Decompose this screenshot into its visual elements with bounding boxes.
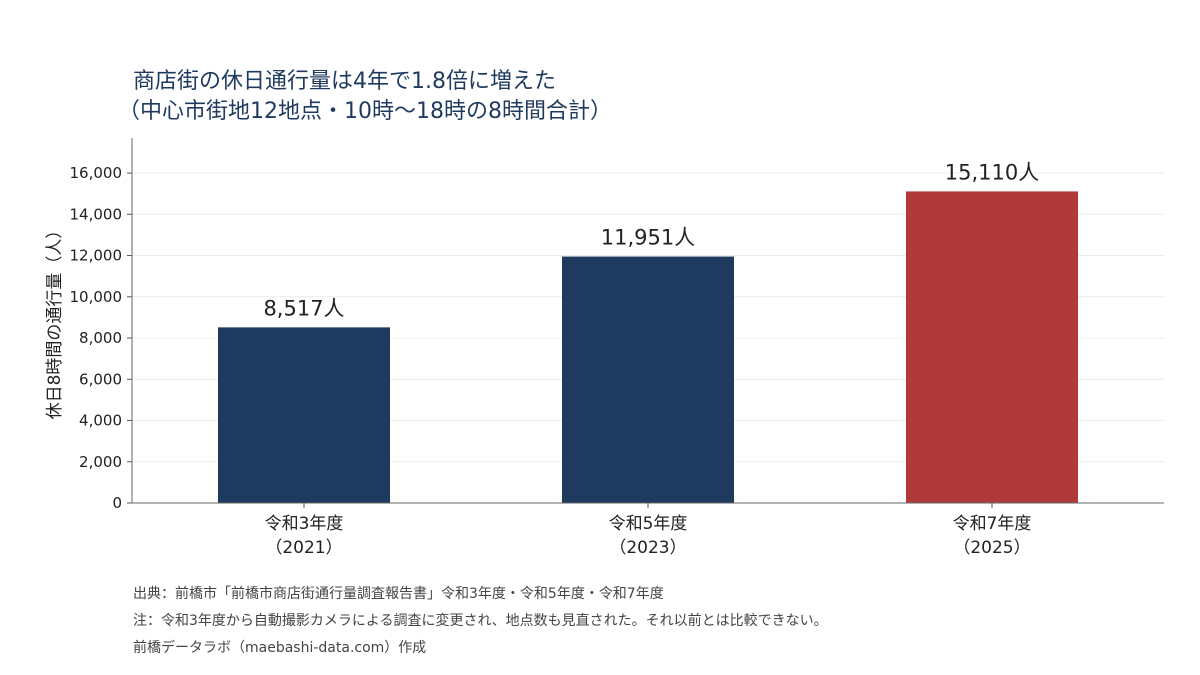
chart-title-line-2: （中心市街地12地点・10時〜18時の8時間合計） [118, 99, 612, 124]
x-tick-label-year: （2023） [609, 538, 686, 558]
x-tick-label-year: （2025） [953, 538, 1030, 558]
bar [562, 256, 734, 503]
bar-value-label: 11,951人 [601, 226, 695, 250]
x-tick-label: 令和5年度 [609, 514, 688, 534]
y-axis-label: 休日8時間の通行量（人） [45, 222, 65, 420]
y-tick-label: 6,000 [79, 370, 122, 388]
y-tick-label: 4,000 [79, 412, 122, 430]
y-tick-label: 10,000 [70, 288, 123, 306]
y-tick-label: 0 [112, 494, 122, 512]
bar-value-label: 15,110人 [945, 160, 1039, 184]
y-tick-label: 2,000 [79, 453, 122, 471]
source-note: 出典：前橋市「前橋市商店街通行量調査報告書」令和3年度・令和5年度・令和7年度 [133, 586, 664, 602]
x-tick-label-year: （2021） [265, 538, 342, 558]
y-tick-label: 8,000 [79, 329, 122, 347]
bar [906, 191, 1078, 503]
y-tick-label: 14,000 [70, 205, 123, 223]
x-tick-label: 令和7年度 [953, 514, 1032, 534]
bar [218, 327, 390, 503]
y-tick-label: 16,000 [70, 164, 123, 182]
method-note: 注：令和3年度から自動撮影カメラによる調査に変更され、地点数も見直された。それ以… [133, 613, 828, 629]
chart-title-line-1: 商店街の休日通行量は4年で1.8倍に増えた [133, 69, 556, 94]
credit-note: 前橋データラボ（maebashi-data.com）作成 [133, 640, 427, 656]
x-tick-label: 令和3年度 [265, 514, 344, 534]
y-tick-label: 12,000 [70, 247, 123, 265]
bar-value-label: 8,517人 [263, 296, 344, 320]
